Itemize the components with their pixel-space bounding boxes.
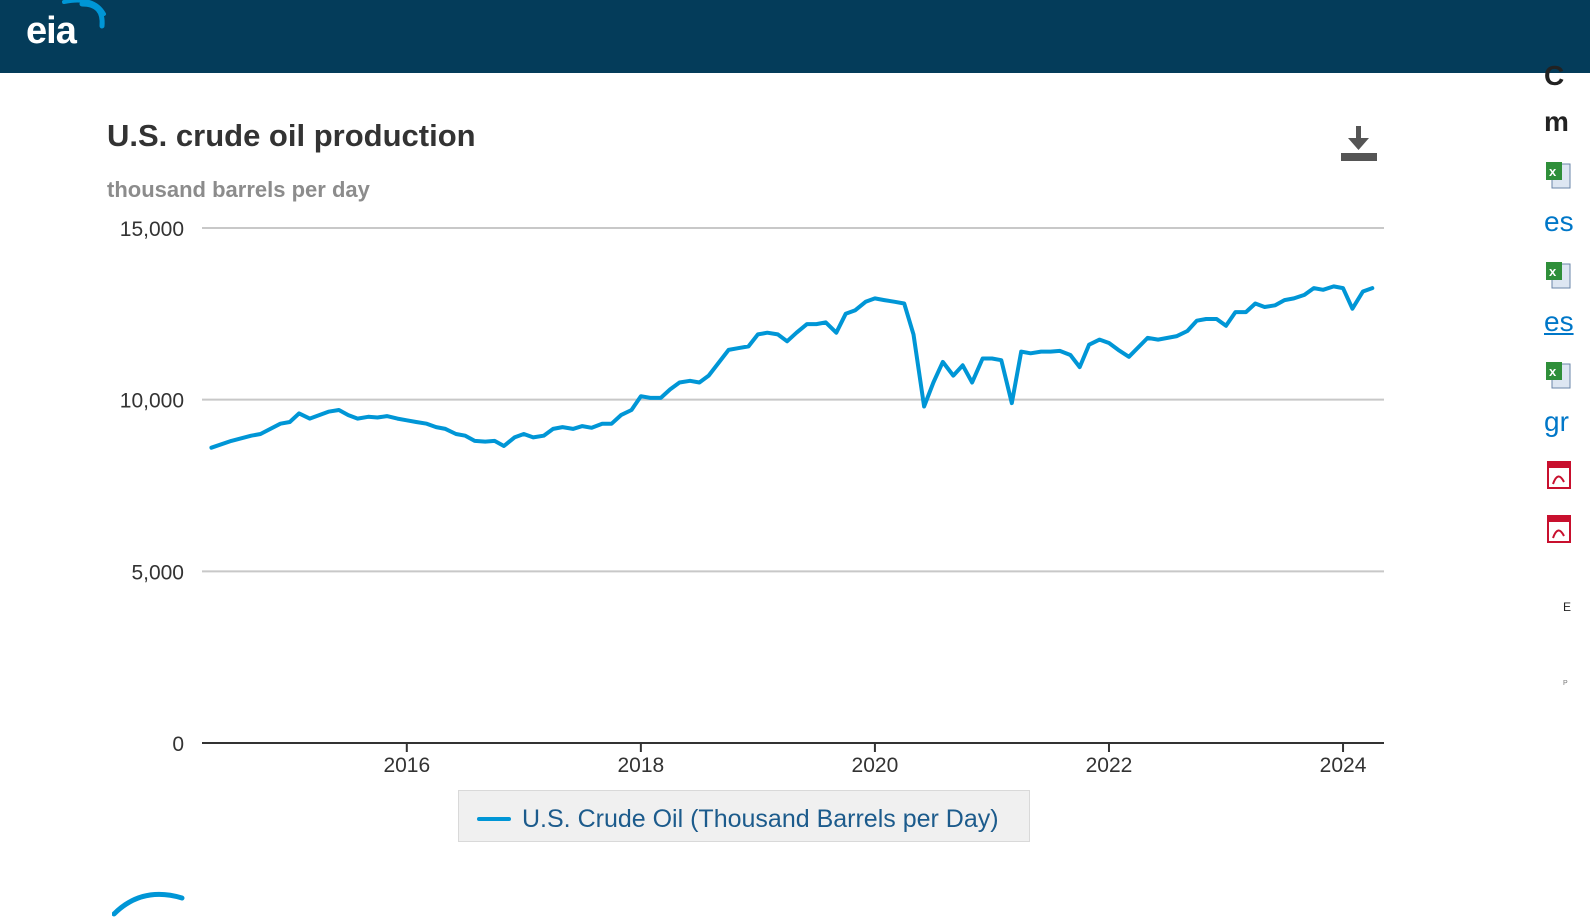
grid-layer <box>202 227 1384 573</box>
eia-logo[interactable]: eia <box>24 0 114 60</box>
series-line <box>209 284 1375 450</box>
chart-subtitle: thousand barrels per day <box>107 177 370 202</box>
y-tick-label: 0 <box>172 733 184 756</box>
chart-title: U.S. crude oil production <box>107 118 476 153</box>
related-files-sidebar: C m x es x es x gr E P <box>1544 60 1590 760</box>
download-button[interactable] <box>1338 124 1380 164</box>
svg-text:x: x <box>1549 364 1557 379</box>
sidebar-heading-line2: m <box>1544 106 1569 137</box>
sidebar-link-1[interactable]: es <box>1544 206 1574 237</box>
sidebar-link-2[interactable]: es <box>1544 306 1574 337</box>
y-tick-label: 5,000 <box>131 561 184 584</box>
sidebar-tiny-text: E <box>1563 600 1572 614</box>
footer-logo-arc-icon <box>112 891 185 917</box>
legend-swatch <box>477 817 511 821</box>
x-tick-label: 2022 <box>1086 754 1133 777</box>
x-tick-label: 2020 <box>852 754 899 777</box>
excel-file-icon[interactable]: x <box>1546 260 1572 290</box>
download-icon <box>1341 126 1377 161</box>
y-tick-label: 10,000 <box>120 390 184 413</box>
excel-file-icon[interactable]: x <box>1546 160 1572 190</box>
sidebar-tiny-text: P <box>1563 680 1568 687</box>
svg-text:x: x <box>1549 164 1557 179</box>
pdf-file-icon[interactable] <box>1546 460 1572 490</box>
sidebar-link-3[interactable]: gr <box>1544 406 1569 437</box>
svg-text:x: x <box>1549 264 1557 279</box>
x-tick-label: 2018 <box>618 754 665 777</box>
legend-label: U.S. Crude Oil (Thousand Barrels per Day… <box>522 805 999 833</box>
series-layer <box>209 284 1375 450</box>
site-header: eia <box>0 0 1590 73</box>
logo-text: eia <box>26 10 77 52</box>
x-tick-label: 2024 <box>1320 754 1367 777</box>
logo-arc-icon <box>62 0 106 29</box>
pdf-file-icon[interactable] <box>1546 514 1572 544</box>
chart-legend[interactable]: U.S. Crude Oil (Thousand Barrels per Day… <box>458 790 1030 842</box>
excel-file-icon[interactable]: x <box>1546 360 1572 390</box>
axis-layer: 0 5,000 10,000 15,000 2016 2018 2020 2022 2024 <box>120 218 1384 777</box>
sidebar-heading-line1: C <box>1544 60 1565 91</box>
x-tick-label: 2016 <box>383 754 430 777</box>
y-tick-label: 15,000 <box>120 218 184 241</box>
